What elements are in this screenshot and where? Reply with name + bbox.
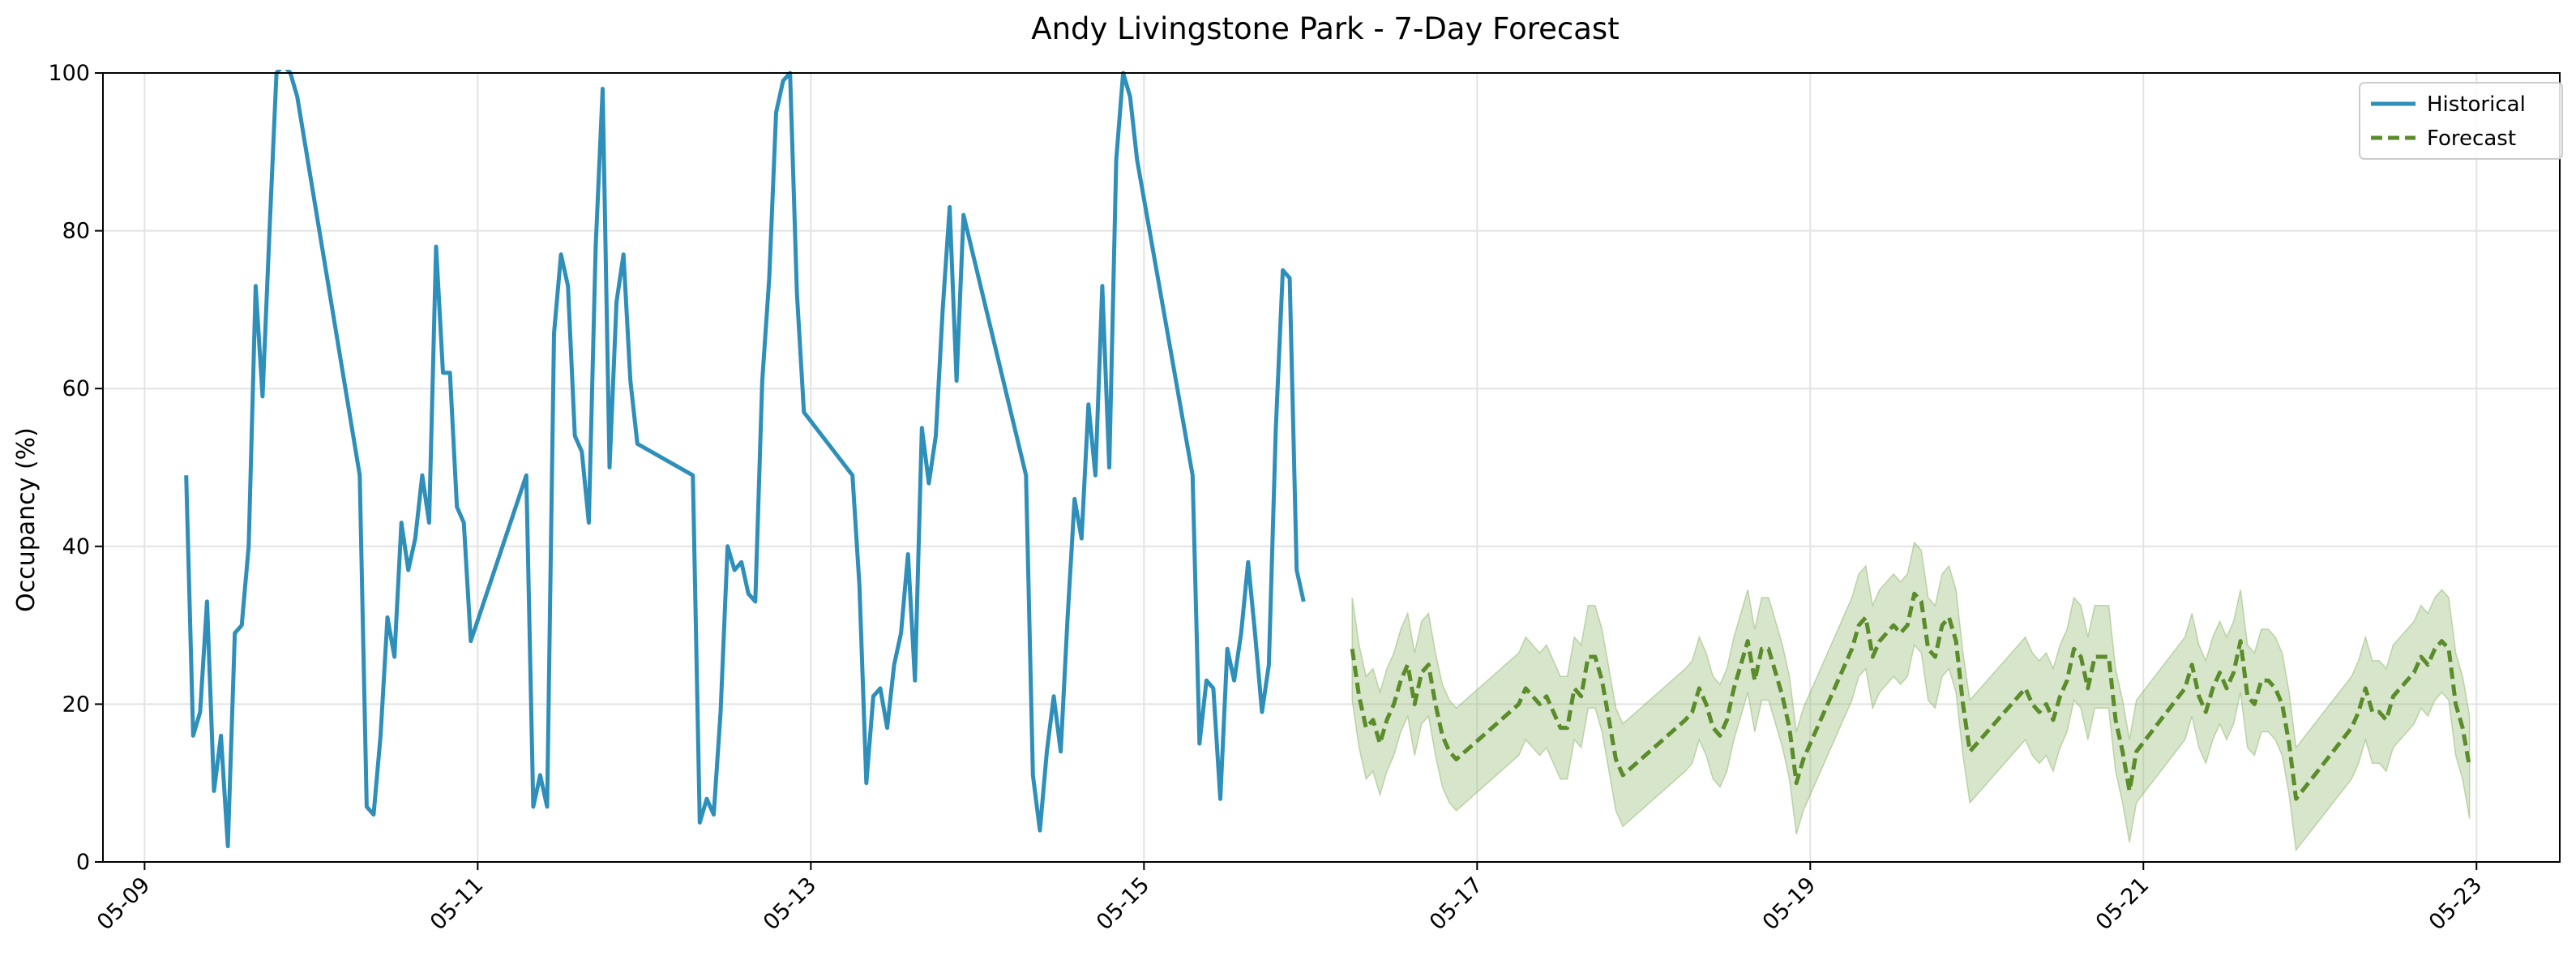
y-tick-label: 60	[62, 376, 90, 401]
y-tick-label: 20	[62, 692, 90, 717]
series-lines	[184, 70, 2472, 848]
y-tick-label: 40	[62, 534, 90, 559]
y-axis-ticks: 0 20 40 60 80 100	[48, 61, 103, 875]
chart-title: Andy Livingstone Park - 7-Day Forecast	[1031, 11, 1619, 46]
y-tick-label: 80	[62, 219, 90, 244]
y-tick-label: 100	[48, 61, 90, 86]
forecast-band-area	[1351, 541, 2471, 852]
forecast-series-line	[1350, 591, 2472, 801]
historical-series-line	[184, 70, 1306, 848]
legend-forecast-label: Forecast	[2427, 126, 2516, 151]
y-axis-title: Occupancy (%)	[12, 427, 41, 612]
legend-historical-label: Historical	[2427, 92, 2526, 117]
y-tick-label: 0	[76, 850, 90, 875]
forecast-confidence-band	[1351, 541, 2471, 852]
chart-legend: Historical Forecast	[2359, 82, 2563, 160]
plot-area-frame	[102, 72, 2561, 863]
